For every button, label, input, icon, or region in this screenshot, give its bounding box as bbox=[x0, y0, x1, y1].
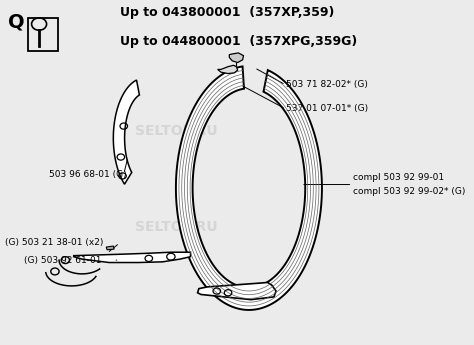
Polygon shape bbox=[176, 67, 322, 310]
Text: (G) 503 92 61-01: (G) 503 92 61-01 bbox=[24, 256, 101, 265]
Text: SELTOP.RU: SELTOP.RU bbox=[135, 220, 217, 235]
Text: SELTOP.RU: SELTOP.RU bbox=[135, 124, 217, 138]
Text: 537 01 07-01* (G): 537 01 07-01* (G) bbox=[286, 105, 369, 114]
Polygon shape bbox=[229, 53, 244, 62]
Text: 503 71 82-02* (G): 503 71 82-02* (G) bbox=[286, 80, 368, 89]
Text: compl 503 92 99-01: compl 503 92 99-01 bbox=[353, 173, 444, 182]
Text: compl 503 92 99-02* (G): compl 503 92 99-02* (G) bbox=[353, 187, 465, 196]
FancyBboxPatch shape bbox=[28, 18, 58, 50]
Text: 503 96 68-01 (G): 503 96 68-01 (G) bbox=[49, 170, 126, 179]
Text: Up to 043800001  (357XP,359): Up to 043800001 (357XP,359) bbox=[119, 6, 334, 19]
Polygon shape bbox=[198, 283, 276, 300]
Text: Up to 044800001  (357XPG,359G): Up to 044800001 (357XPG,359G) bbox=[119, 35, 357, 48]
Text: Q: Q bbox=[8, 13, 25, 32]
Text: (G) 503 21 38-01 (x2): (G) 503 21 38-01 (x2) bbox=[5, 238, 103, 247]
Polygon shape bbox=[106, 246, 114, 250]
Polygon shape bbox=[113, 80, 139, 184]
Polygon shape bbox=[218, 65, 237, 73]
Polygon shape bbox=[73, 252, 191, 263]
